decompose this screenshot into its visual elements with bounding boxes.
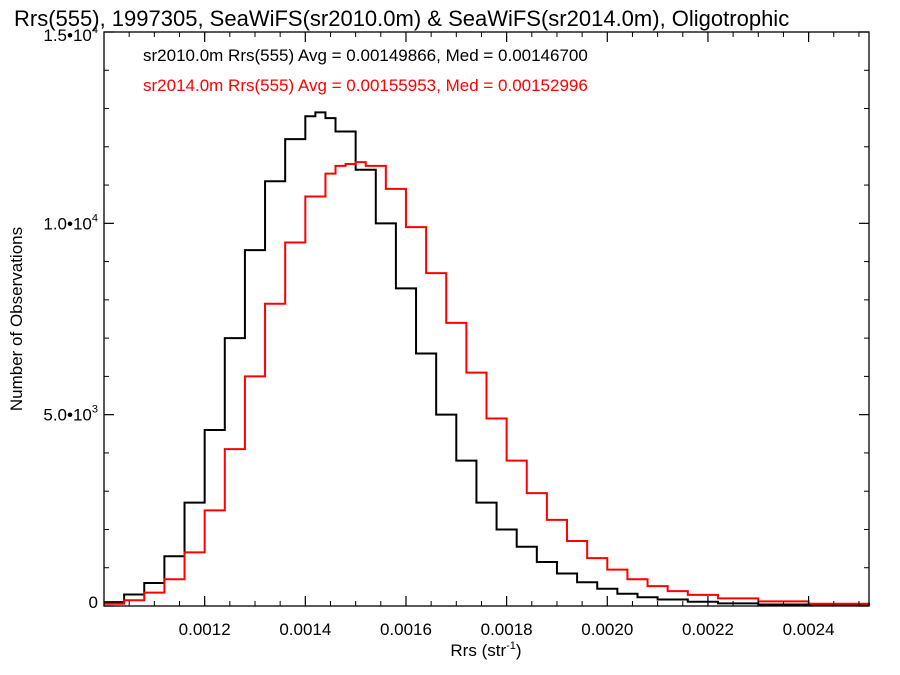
plot-frame (103, 31, 870, 607)
y-tick-label: 1.0•104 (43, 212, 98, 233)
x-tick-label: 0.0022 (682, 620, 734, 639)
legend: sr2010.0m Rrs(555) Avg = 0.00149866, Med… (143, 46, 588, 95)
y-axis-label: Number of Observations (7, 227, 26, 411)
x-tick-label: 0.0016 (380, 620, 432, 639)
axis-ticks: 0.0012 0.0014 0.0016 0.0018 0.0020 0.0022 0.00… (43, 24, 869, 639)
series-line-sr2010 (104, 111, 870, 607)
y-tick-label: 0 (89, 593, 98, 612)
x-tick-label: 0.0024 (783, 620, 835, 639)
y-tick-label: 5.0•103 (43, 404, 98, 425)
series-line-sr2014 (104, 161, 870, 605)
x-tick-label: 0.0014 (279, 620, 331, 639)
x-axis-label-end: ) (516, 641, 522, 660)
series-layer (104, 111, 870, 607)
x-axis-label-superscript: -1 (506, 640, 516, 652)
legend-entry-sr2014: sr2014.0m Rrs(555) Avg = 0.00155953, Med… (143, 76, 588, 95)
x-axis-label-main: Rrs (str (450, 641, 506, 660)
y-tick-label: 1.5•104 (43, 24, 98, 45)
chart-title: Rrs(555), 1997305, SeaWiFS(sr2010.0m) & … (14, 6, 789, 31)
x-tick-label: 0.0012 (179, 620, 231, 639)
x-axis-label: Rrs (str-1) (450, 640, 521, 660)
x-tick-label: 0.0020 (581, 620, 633, 639)
legend-entry-sr2010: sr2010.0m Rrs(555) Avg = 0.00149866, Med… (143, 46, 588, 65)
x-tick-label: 0.0018 (481, 620, 533, 639)
